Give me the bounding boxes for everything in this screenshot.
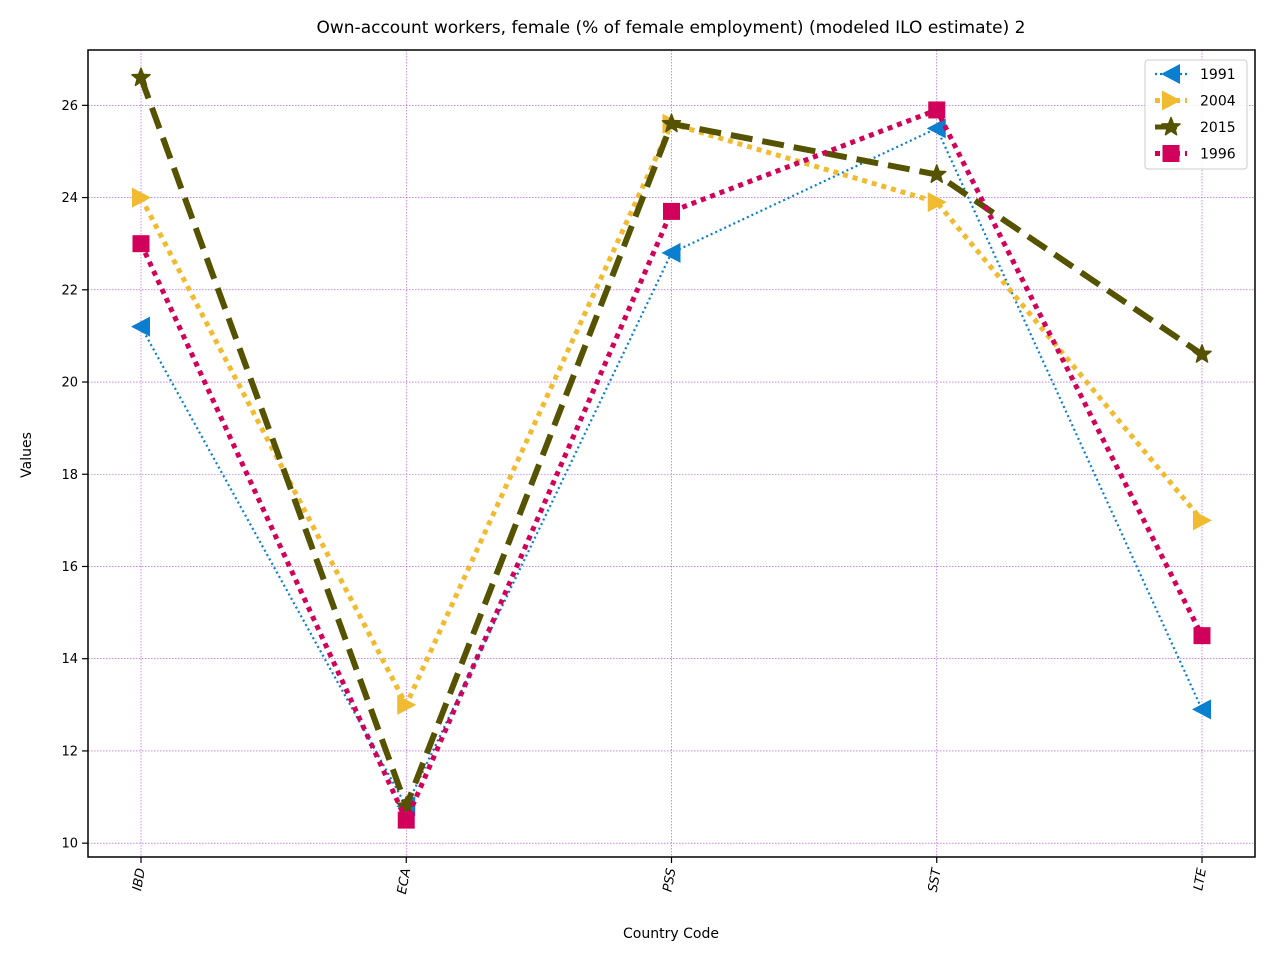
y-axis-label: Values xyxy=(19,432,35,478)
y-tick-label: 20 xyxy=(61,376,78,391)
y-tick-label: 14 xyxy=(61,652,78,667)
data-point xyxy=(397,694,417,715)
legend-label: 2015 xyxy=(1200,120,1236,136)
legend-marker xyxy=(1161,64,1180,84)
y-tick-label: 24 xyxy=(61,191,78,206)
legend-box xyxy=(1144,59,1248,170)
y-tick-label: 22 xyxy=(61,283,78,298)
legend-marker xyxy=(1161,116,1181,136)
data-point xyxy=(928,101,946,119)
data-point xyxy=(927,192,947,213)
x-axis-ticks: IBD ECA PSS SST LTE xyxy=(130,857,1210,895)
series-line xyxy=(138,76,1204,810)
data-point xyxy=(1192,699,1211,720)
x-tick-label: IBD xyxy=(130,867,149,892)
x-tick-label: ECA xyxy=(395,867,414,895)
legend-label: 1991 xyxy=(1200,67,1236,83)
data-point xyxy=(1193,627,1211,645)
data-point xyxy=(132,187,151,208)
data-point xyxy=(661,113,682,133)
data-point xyxy=(1193,510,1212,531)
data-point xyxy=(663,202,680,220)
y-tick-label: 18 xyxy=(61,468,78,483)
series-1996 xyxy=(132,101,1211,829)
data-point xyxy=(131,67,151,87)
series-1991 xyxy=(131,118,1211,817)
y-tick-label: 10 xyxy=(61,837,78,852)
y-tick-label: 12 xyxy=(61,744,78,759)
x-tick-label: LTE xyxy=(1191,866,1210,892)
series-line xyxy=(138,107,1205,823)
x-tick-label: PSS xyxy=(661,867,680,893)
y-tick-label: 26 xyxy=(61,99,78,114)
data-point xyxy=(131,316,150,337)
grid-lines xyxy=(88,50,1255,857)
y-tick-label: 16 xyxy=(61,560,78,575)
data-point xyxy=(397,811,415,829)
data-point xyxy=(1192,344,1212,363)
data-point xyxy=(132,235,150,253)
series-2015 xyxy=(131,67,1212,815)
data-point xyxy=(926,118,946,139)
data-point xyxy=(661,242,681,263)
legend-label: 2004 xyxy=(1200,94,1236,110)
data-point xyxy=(926,164,947,183)
series-layer xyxy=(131,67,1212,829)
chart-title: Own-account workers, female (% of female… xyxy=(317,18,1026,38)
legend-label: 1996 xyxy=(1200,147,1236,163)
legend: 1991 2004 2015 1996 xyxy=(1144,59,1248,170)
x-axis-label: Country Code xyxy=(623,926,719,942)
legend-marker xyxy=(1162,145,1180,162)
x-tick-label: SST xyxy=(926,866,945,893)
legend-marker xyxy=(1162,90,1181,111)
y-axis-ticks: 10 12 14 16 18 20 22 24 26 xyxy=(61,99,88,852)
